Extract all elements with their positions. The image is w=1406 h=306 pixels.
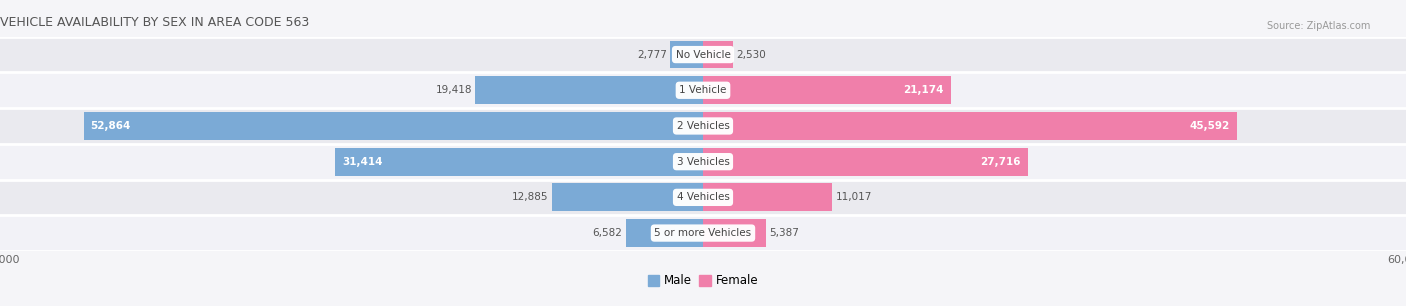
Bar [0, 108, 1406, 144]
Bar [703, 183, 832, 211]
Text: 21,174: 21,174 [904, 85, 943, 95]
Text: 3 Vehicles: 3 Vehicles [676, 157, 730, 167]
Text: 5 or more Vehicles: 5 or more Vehicles [654, 228, 752, 238]
Text: 5,387: 5,387 [769, 228, 800, 238]
Bar [0, 180, 1406, 215]
Bar [671, 41, 703, 69]
Text: 4 Vehicles: 4 Vehicles [676, 192, 730, 202]
Text: 31,414: 31,414 [342, 157, 382, 167]
Text: 11,017: 11,017 [835, 192, 872, 202]
Text: 2 Vehicles: 2 Vehicles [676, 121, 730, 131]
Bar [626, 219, 703, 247]
Text: 27,716: 27,716 [980, 157, 1021, 167]
Text: 1 Vehicle: 1 Vehicle [679, 85, 727, 95]
Text: 52,864: 52,864 [90, 121, 131, 131]
Legend: Male, Female: Male, Female [643, 270, 763, 292]
Text: 19,418: 19,418 [436, 85, 472, 95]
Text: Source: ZipAtlas.com: Source: ZipAtlas.com [1267, 21, 1371, 32]
Text: No Vehicle: No Vehicle [675, 50, 731, 60]
Bar [475, 76, 703, 104]
Text: 12,885: 12,885 [512, 192, 548, 202]
Bar [83, 112, 703, 140]
Bar [0, 73, 1406, 108]
Text: 2,530: 2,530 [737, 50, 766, 60]
Bar [703, 76, 950, 104]
Text: 6,582: 6,582 [592, 228, 623, 238]
Bar [703, 219, 766, 247]
Bar [0, 215, 1406, 251]
Bar [0, 144, 1406, 180]
Text: 2,777: 2,777 [637, 50, 666, 60]
Bar [703, 41, 733, 69]
Bar [335, 148, 703, 176]
Bar [703, 112, 1237, 140]
Bar [0, 37, 1406, 73]
Bar [703, 148, 1028, 176]
Text: 45,592: 45,592 [1189, 121, 1230, 131]
Text: VEHICLE AVAILABILITY BY SEX IN AREA CODE 563: VEHICLE AVAILABILITY BY SEX IN AREA CODE… [0, 16, 309, 28]
Bar [553, 183, 703, 211]
